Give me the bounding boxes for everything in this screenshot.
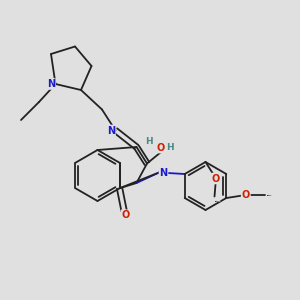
Text: N: N: [107, 125, 115, 136]
Text: N: N: [47, 79, 55, 89]
Text: O: O: [156, 142, 165, 153]
Text: methyl: methyl: [215, 200, 220, 202]
Text: O: O: [242, 190, 250, 200]
Text: H: H: [145, 137, 153, 146]
Text: methyl: methyl: [267, 194, 272, 196]
Text: O: O: [212, 173, 220, 184]
Text: O: O: [122, 210, 130, 220]
Text: N: N: [159, 167, 168, 178]
Text: H: H: [166, 143, 174, 152]
